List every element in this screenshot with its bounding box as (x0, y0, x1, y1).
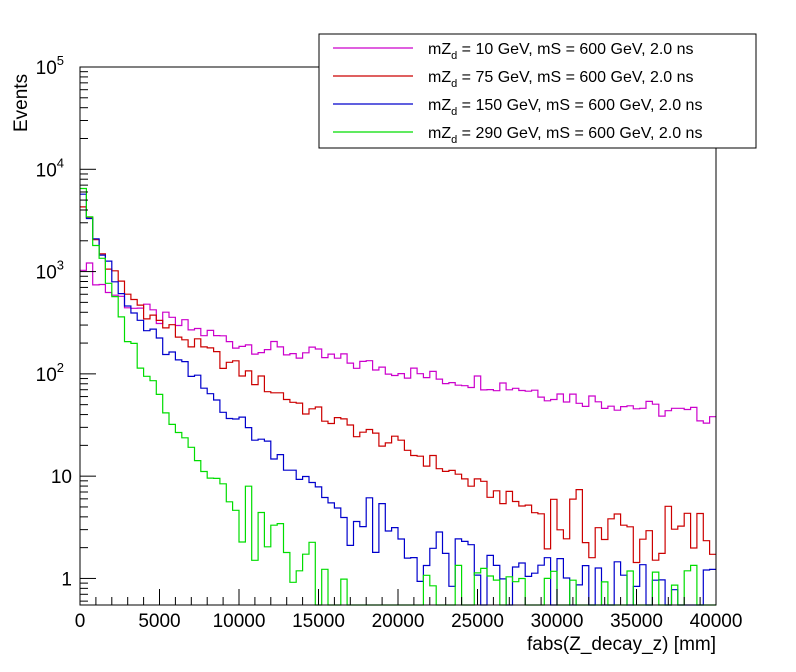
series-line (80, 193, 716, 606)
series-layer (80, 187, 716, 606)
y-tick-label: 104 (36, 155, 64, 181)
x-axis: 0 5000 10000 15000 20000 25000 30000 35000 40000 (75, 589, 743, 632)
legend-label: mZd = 150 GeV, mS = 600 GeV, 2.0 ns (428, 97, 702, 118)
y-tick-label: 1 (61, 569, 72, 590)
series-line (80, 206, 716, 564)
legend-label: mZd = 10 GeV, mS = 600 GeV, 2.0 ns (428, 41, 694, 62)
x-tick-label: 35000 (610, 611, 663, 632)
legend-entries: mZd = 10 GeV, mS = 600 GeV, 2.0 ns mZd = … (333, 41, 702, 146)
x-tick-label: 10000 (213, 611, 266, 632)
x-tick-label: 0 (75, 611, 86, 632)
y-tick-label: 10 (51, 467, 72, 488)
y-axis-title: Events (11, 74, 32, 132)
x-tick-label: 30000 (531, 611, 584, 632)
legend-label: mZd = 290 GeV, mS = 600 GeV, 2.0 ns (428, 125, 702, 146)
series-line (80, 262, 716, 424)
y-axis: 1 10 102 103 104 105 (36, 53, 96, 602)
y-tick-label: 105 (36, 53, 64, 79)
legend-box (318, 33, 757, 149)
x-axis-title: fabs(Z_decay_z) [mm] (527, 634, 716, 655)
x-tick-label: 25000 (451, 611, 504, 632)
series-line (80, 187, 716, 606)
legend: mZd = 10 GeV, mS = 600 GeV, 2.0 ns mZd = … (318, 33, 757, 149)
x-tick-label: 5000 (138, 611, 180, 632)
x-tick-label: 15000 (292, 611, 345, 632)
x-tick-label: 20000 (372, 611, 425, 632)
y-tick-label: 102 (36, 360, 64, 386)
x-tick-label: 40000 (690, 611, 743, 632)
legend-label: mZd = 75 GeV, mS = 600 GeV, 2.0 ns (428, 69, 694, 90)
y-tick-label: 103 (36, 258, 64, 284)
